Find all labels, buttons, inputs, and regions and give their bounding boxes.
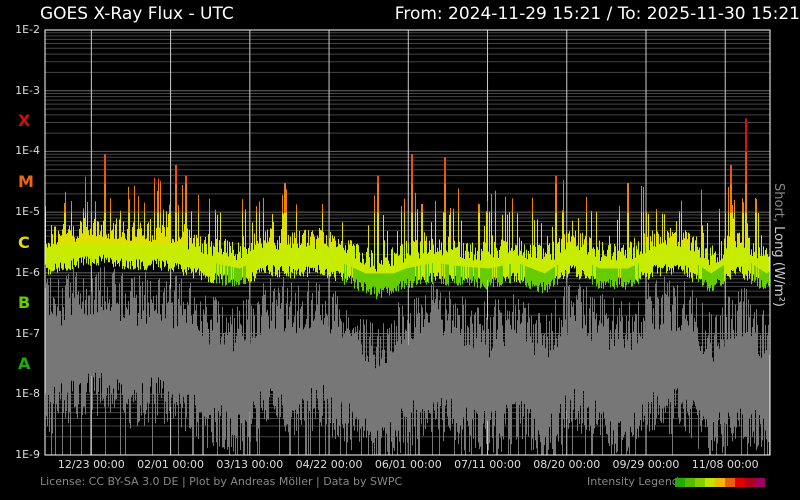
x-tick-label: 08/20 00:00 bbox=[533, 458, 601, 471]
legend-swatch bbox=[745, 478, 755, 487]
legend-swatch bbox=[755, 478, 765, 487]
plot-frame bbox=[44, 29, 771, 456]
legend-swatch bbox=[685, 478, 695, 487]
legend-swatch bbox=[695, 478, 705, 487]
x-tick-label: 12/23 00:00 bbox=[57, 458, 125, 471]
y-axis-label: Short, Long (W/m²) bbox=[771, 183, 786, 307]
x-tick-label: 09/29 00:00 bbox=[612, 458, 680, 471]
intensity-legend bbox=[675, 478, 765, 487]
y-tick-label: 1E-8 bbox=[15, 387, 40, 401]
x-tick-label: 02/01 00:00 bbox=[137, 458, 205, 471]
date-range: From: 2024-11-29 15:21 / To: 2025-11-30 … bbox=[394, 4, 800, 24]
legend-swatch bbox=[705, 478, 715, 487]
y-tick-label: 1E-7 bbox=[15, 326, 40, 340]
long-label: Long (W/m²) bbox=[771, 222, 786, 308]
legend-swatch bbox=[675, 478, 685, 487]
flare-class-label: M bbox=[18, 171, 34, 191]
y-tick-label: 1E-9 bbox=[15, 448, 40, 461]
x-tick-label: 04/22 00:00 bbox=[295, 458, 363, 471]
intensity-legend-label: Intensity Legend bbox=[587, 475, 679, 488]
x-tick-label: 07/11 00:00 bbox=[454, 458, 521, 471]
x-tick-label: 06/01 00:00 bbox=[374, 458, 442, 471]
x-tick-label: 11/08 00:00 bbox=[691, 458, 759, 471]
legend-swatch bbox=[735, 478, 745, 487]
license-footer: License: CC BY-SA 3.0 DE | Plot by Andre… bbox=[40, 475, 403, 488]
flare-class-label: X bbox=[18, 111, 31, 131]
y-tick-label: 1E-3 bbox=[15, 83, 40, 97]
flare-class-label: A bbox=[18, 353, 31, 373]
y-tick-label: 1E-6 bbox=[15, 265, 40, 279]
x-tick-label: 03/13 00:00 bbox=[216, 458, 284, 471]
flare-class-label: C bbox=[18, 232, 30, 252]
y-tick-label: 1E-5 bbox=[15, 205, 40, 219]
legend-swatch bbox=[725, 478, 735, 487]
flare-class-label: B bbox=[18, 293, 31, 313]
y-tick-label: 1E-4 bbox=[15, 144, 40, 158]
y-tick-label: 1E-2 bbox=[15, 23, 40, 36]
legend-swatch bbox=[715, 478, 725, 487]
short-label: Short, bbox=[771, 183, 786, 223]
chart-title: GOES X-Ray Flux - UTC bbox=[40, 4, 234, 24]
